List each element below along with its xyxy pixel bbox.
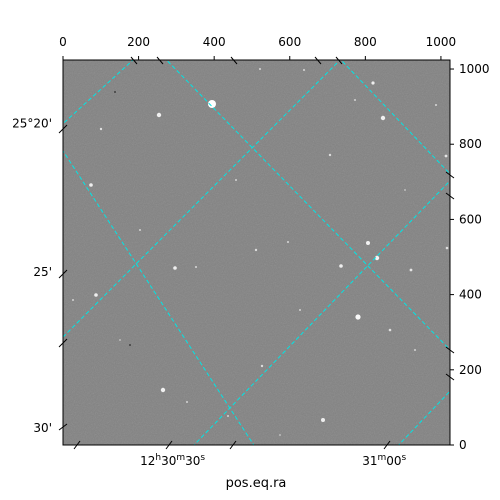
x-tick-label: 800 bbox=[354, 35, 377, 49]
y-tick-label: 1000 bbox=[459, 62, 490, 76]
plot-frame bbox=[62, 59, 451, 446]
dec-grid-line bbox=[193, 180, 450, 445]
star bbox=[89, 183, 93, 187]
tick-mark bbox=[445, 192, 455, 200]
tick-mark bbox=[383, 440, 391, 450]
tick-mark bbox=[445, 171, 455, 179]
dec-grid-line bbox=[63, 60, 134, 125]
ra-tick-label: 12h30m30s bbox=[140, 453, 205, 468]
star bbox=[279, 434, 281, 436]
tick-mark bbox=[314, 56, 322, 65]
star bbox=[414, 349, 416, 351]
star bbox=[355, 314, 361, 320]
x-axis-title: pos.eq.ra bbox=[226, 476, 287, 491]
top-tick-labels: 0 200 400 600 800 1000 bbox=[59, 35, 456, 49]
star bbox=[303, 69, 305, 71]
star bbox=[114, 91, 116, 93]
star bbox=[444, 154, 448, 158]
tick-mark bbox=[58, 124, 68, 134]
star bbox=[435, 104, 437, 106]
coordinate-grid bbox=[63, 60, 450, 445]
star bbox=[227, 415, 229, 417]
star bbox=[160, 387, 166, 393]
tick-mark bbox=[58, 269, 68, 279]
star bbox=[139, 229, 141, 231]
right-tick-labels: 0 200 400 600 800 1000 bbox=[459, 62, 490, 452]
dec-tick-label: 25' bbox=[33, 265, 52, 279]
dec-tick-label: 30' bbox=[33, 421, 52, 435]
tick-mark bbox=[230, 56, 238, 65]
star bbox=[254, 248, 258, 252]
y-tick-label: 200 bbox=[459, 363, 482, 377]
tick-mark bbox=[58, 423, 68, 431]
star bbox=[94, 293, 98, 297]
star bbox=[99, 127, 103, 131]
star bbox=[445, 246, 449, 250]
star bbox=[371, 81, 375, 85]
star bbox=[404, 189, 406, 191]
star bbox=[321, 418, 325, 422]
star bbox=[328, 153, 332, 157]
tick-mark bbox=[156, 56, 164, 65]
dec-grid-line bbox=[63, 60, 341, 338]
dec-tick-labels: 25°20' 25' 30' bbox=[12, 117, 52, 436]
star bbox=[119, 339, 121, 341]
star bbox=[208, 100, 216, 108]
tick-mark bbox=[165, 440, 173, 450]
x-tick-label: 400 bbox=[203, 35, 226, 49]
star bbox=[156, 112, 162, 118]
ra-grid-line bbox=[165, 60, 450, 351]
star bbox=[173, 266, 177, 270]
ra-grid-line bbox=[340, 60, 450, 175]
y-tick-label: 400 bbox=[459, 288, 482, 302]
star bbox=[380, 115, 386, 121]
x-tick-label: 0 bbox=[59, 35, 67, 49]
star bbox=[260, 364, 264, 368]
star bbox=[235, 179, 237, 181]
dec-tick-label: 25°20' bbox=[12, 117, 52, 131]
y-tick-label: 600 bbox=[459, 212, 482, 226]
top-pixel-axis bbox=[62, 56, 442, 60]
ra-tick-labels: 12h30m30s 31m00s bbox=[140, 453, 406, 468]
tick-mark bbox=[58, 338, 68, 348]
right-pixel-axis bbox=[450, 68, 454, 446]
star bbox=[388, 328, 392, 332]
star bbox=[409, 268, 413, 272]
x-tick-label: 600 bbox=[278, 35, 301, 49]
star bbox=[259, 68, 261, 70]
tick-mark bbox=[130, 56, 138, 65]
y-tick-label: 800 bbox=[459, 137, 482, 151]
tick-mark bbox=[73, 440, 81, 450]
sky-ticks bbox=[58, 56, 455, 450]
image-noise bbox=[63, 60, 450, 445]
tick-mark bbox=[229, 440, 237, 450]
star bbox=[287, 241, 289, 243]
x-tick-label: 200 bbox=[127, 35, 150, 49]
x-tick-label: 1000 bbox=[426, 35, 457, 49]
star bbox=[186, 401, 188, 403]
star bbox=[72, 299, 74, 301]
star bbox=[354, 99, 356, 101]
star bbox=[366, 241, 370, 245]
ra-tick-label: 31m00s bbox=[362, 453, 406, 468]
star bbox=[129, 344, 131, 346]
tick-mark bbox=[445, 346, 455, 354]
star bbox=[299, 309, 301, 311]
tick-mark bbox=[445, 373, 455, 381]
star bbox=[374, 255, 380, 261]
star-field bbox=[72, 68, 449, 436]
tick-mark bbox=[335, 56, 343, 65]
y-tick-label: 0 bbox=[459, 438, 467, 452]
star bbox=[195, 266, 197, 268]
star bbox=[339, 264, 343, 268]
